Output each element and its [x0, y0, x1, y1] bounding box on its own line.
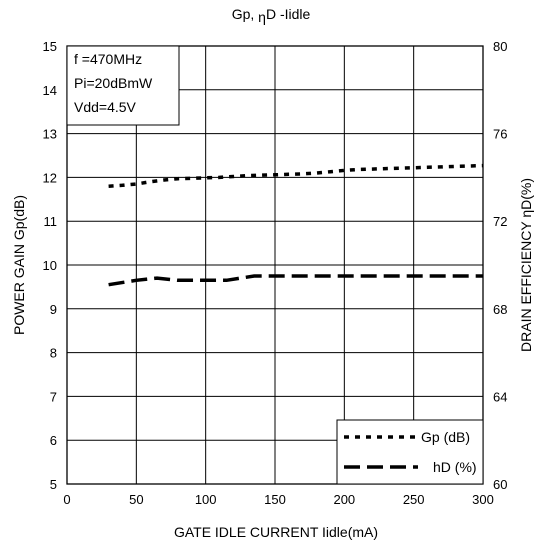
y-left-tick-10: 10 — [43, 258, 57, 273]
y-left-tick-6: 6 — [50, 433, 57, 448]
y-left-tick-13: 13 — [43, 127, 57, 142]
condition-box-frame — [66, 45, 180, 126]
x-tick-250: 250 — [403, 492, 425, 507]
x-axis-label: GATE IDLE CURRENT Iidle(mA) — [174, 524, 378, 540]
condition-box: f =470MHz Pi=20dBmW Vdd=4.5V — [66, 45, 180, 126]
series-layer — [108, 163, 484, 287]
y-left-tick-5: 5 — [50, 477, 57, 492]
legend-frame — [336, 419, 484, 485]
legend: Gp (dB) hD (%) — [336, 419, 484, 485]
plot-frame — [66, 45, 484, 485]
y-left-tick-labels: 5 6 7 8 9 10 11 12 13 14 15 — [43, 39, 57, 492]
y-right-tick-72: 72 — [493, 214, 507, 229]
y-left-tick-11: 11 — [44, 214, 58, 229]
x-tick-200: 200 — [333, 492, 355, 507]
x-tick-0: 0 — [63, 492, 70, 507]
title-part-2: D -Iidle — [266, 6, 311, 22]
y-right-tick-76: 76 — [493, 127, 507, 142]
title-part-1: Gp, — [232, 6, 258, 22]
chart-title: Gp, ηD -Iidle — [232, 6, 311, 25]
y-right-tick-68: 68 — [493, 302, 507, 317]
x-tick-150: 150 — [264, 492, 286, 507]
y-right-tick-80: 80 — [493, 39, 507, 54]
y-left-tick-9: 9 — [50, 302, 57, 317]
x-tick-300: 300 — [472, 492, 494, 507]
y-right-axis-label: DRAIN EFFICIENCY ηD(%) — [518, 178, 534, 352]
legend-gp-label: Gp (dB) — [421, 429, 470, 445]
y-left-tick-12: 12 — [43, 170, 57, 185]
condition-drain-voltage: Vdd=4.5V — [74, 99, 137, 115]
x-tick-50: 50 — [129, 492, 143, 507]
condition-input-power: Pi=20dBmW — [74, 75, 153, 91]
y-left-tick-8: 8 — [50, 346, 57, 361]
series-line-hd — [108, 274, 483, 287]
y-right-tick-64: 64 — [493, 389, 507, 404]
y-left-tick-14: 14 — [43, 83, 57, 98]
title-eta: η — [258, 9, 266, 25]
series-line-gp — [108, 163, 484, 188]
y-right-tick-60: 60 — [493, 477, 507, 492]
x-tick-labels: 0 50 100 150 200 250 300 — [63, 492, 493, 507]
legend-hd-label: hD (%) — [433, 459, 477, 475]
y-right-tick-labels: 60 64 68 72 76 80 — [493, 39, 507, 492]
y-left-tick-15: 15 — [43, 39, 57, 54]
y-left-tick-7: 7 — [50, 389, 57, 404]
y-left-axis-label: POWER GAIN Gp(dB) — [11, 195, 27, 335]
x-tick-100: 100 — [195, 492, 217, 507]
condition-frequency: f =470MHz — [74, 51, 142, 67]
